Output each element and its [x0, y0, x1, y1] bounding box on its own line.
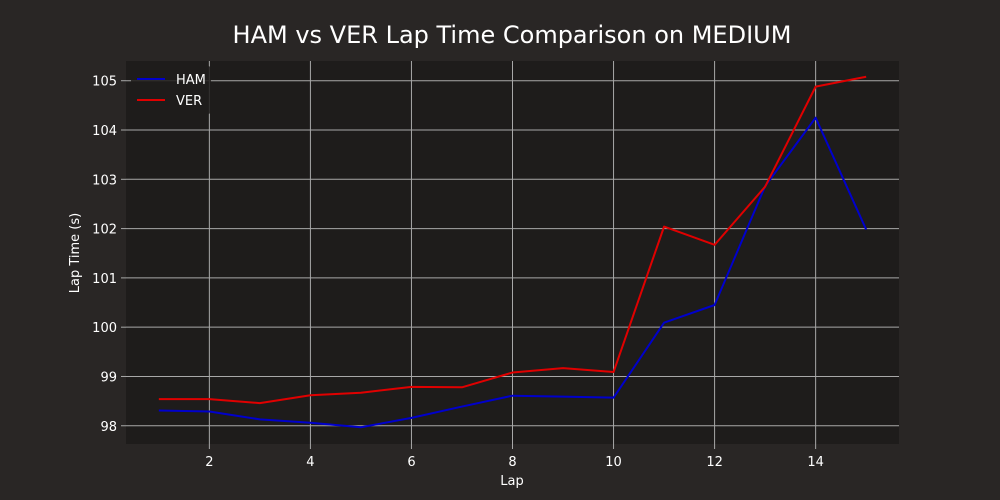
- x-tick-label: 12: [706, 455, 723, 470]
- x-tick-label: 8: [508, 455, 516, 470]
- legend: HAM VER: [131, 66, 211, 114]
- y-tick-label: 99: [100, 370, 117, 385]
- y-axis-label: Lap Time (s): [68, 213, 83, 293]
- x-tick-label: 2: [205, 455, 213, 470]
- series-lines: [158, 75, 868, 429]
- x-tick-label: 6: [407, 455, 415, 470]
- series-line-ver: [158, 75, 867, 405]
- legend-label-ham: HAM: [176, 73, 206, 88]
- legend-label-ver: VER: [176, 94, 202, 109]
- y-tick-label: 102: [92, 223, 117, 238]
- x-tick-label: 4: [306, 455, 314, 470]
- y-tick-label: 104: [92, 124, 117, 139]
- axis-ticks: 2 4 6 8 10 12 14 98 99 100 101 102 103 104 105: [92, 75, 824, 470]
- grid: [126, 61, 899, 444]
- y-tick-label: 98: [100, 420, 117, 435]
- chart-title: HAM vs VER Lap Time Comparison on MEDIUM: [233, 21, 792, 49]
- x-axis-label: Lap: [500, 474, 523, 489]
- y-tick-label: 105: [92, 75, 117, 90]
- x-tick-label: 14: [807, 455, 824, 470]
- y-tick-label: 100: [92, 321, 117, 336]
- y-tick-label: 103: [92, 173, 117, 188]
- x-tick-label: 10: [605, 455, 622, 470]
- y-tick-label: 101: [92, 272, 117, 287]
- series-line-ham: [158, 116, 868, 429]
